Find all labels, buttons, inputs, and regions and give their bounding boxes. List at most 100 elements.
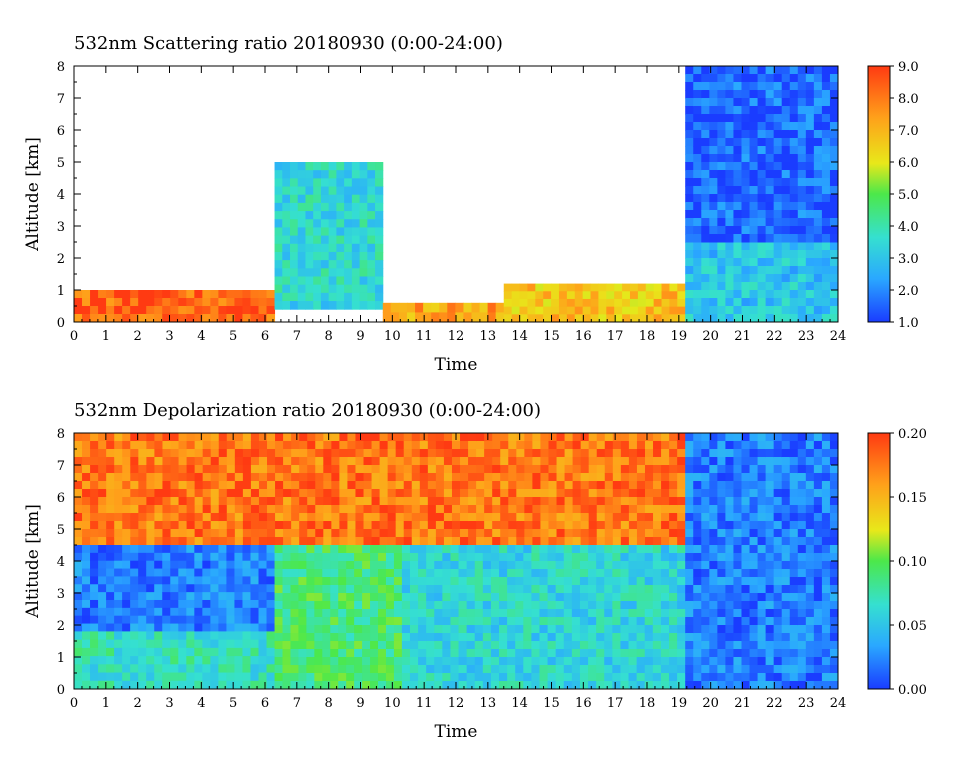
heatmap-cell: [460, 497, 469, 506]
heatmap-cell: [789, 465, 799, 474]
heatmap-cell: [636, 673, 646, 682]
heatmap-cell: [450, 673, 460, 682]
heatmap-cell: [669, 673, 678, 682]
heatmap-cell: [628, 617, 638, 626]
heatmap-cell: [701, 226, 710, 235]
heatmap-cell: [661, 497, 670, 506]
heatmap-cell: [516, 537, 525, 546]
heatmap-cell: [274, 609, 284, 618]
heatmap-cell: [226, 592, 235, 601]
heatmap-cell: [434, 577, 443, 586]
heatmap-cell: [330, 609, 339, 618]
heatmap-cell: [717, 82, 726, 91]
heatmap-cell: [564, 473, 574, 482]
heatmap-cell: [418, 681, 427, 689]
heatmap-cell: [426, 569, 435, 578]
heatmap-cell: [267, 529, 276, 538]
heatmap-cell: [701, 170, 710, 179]
heatmap-cell: [797, 234, 807, 243]
heatmap-cell: [359, 194, 368, 204]
heatmap-cell: [401, 641, 411, 650]
heatmap-cell: [258, 314, 268, 322]
heatmap-cell: [519, 283, 528, 292]
heatmap-cell: [458, 569, 468, 578]
heatmap-cell: [282, 170, 291, 179]
heatmap-cell: [604, 665, 613, 674]
heatmap-cell: [685, 537, 694, 546]
heatmap-cell: [717, 505, 726, 514]
heatmap-cell: [194, 552, 203, 562]
heatmap-cell: [98, 623, 107, 632]
heatmap-cell: [733, 433, 742, 442]
heatmap-cell: [653, 521, 662, 530]
heatmap-cell: [258, 473, 268, 482]
heatmap-cell: [749, 306, 759, 315]
heatmap-cell: [122, 298, 131, 307]
heatmap-cell: [781, 649, 791, 658]
heatmap-cell: [539, 673, 549, 682]
heatmap-cell: [596, 569, 605, 578]
heatmap-cell: [749, 290, 759, 299]
heatmap-cell: [813, 497, 823, 506]
heatmap-cell: [344, 268, 353, 277]
heatmap-cell: [98, 521, 107, 530]
heatmap-cell: [282, 561, 291, 570]
heatmap-cell: [320, 243, 330, 253]
heatmap-cell: [606, 306, 615, 315]
heatmap-cell: [313, 268, 322, 277]
y-tick-label: 2: [57, 619, 65, 634]
heatmap-cell: [434, 569, 443, 578]
heatmap-cell: [355, 513, 365, 522]
heatmap-cell: [202, 623, 211, 632]
heatmap-cell: [106, 647, 115, 657]
heatmap-cell: [543, 314, 552, 322]
heatmap-cell: [636, 537, 646, 546]
heatmap-cell: [516, 449, 525, 458]
heatmap-cell: [669, 298, 678, 308]
heatmap-cell: [829, 673, 838, 682]
heatmap-cell: [90, 584, 99, 593]
heatmap-cell: [579, 633, 589, 642]
heatmap-cell: [636, 665, 646, 674]
heatmap-cell: [154, 599, 163, 609]
heatmap-cell: [733, 306, 742, 315]
heatmap-cell: [507, 585, 516, 594]
heatmap-cell: [484, 481, 493, 490]
heatmap-cell: [563, 545, 573, 554]
heatmap-cell: [821, 82, 831, 91]
heatmap-cell: [186, 623, 195, 632]
x-tick-label: 24: [830, 696, 847, 711]
heatmap-cell: [821, 513, 831, 522]
heatmap-cell: [90, 537, 99, 546]
heatmap-cell: [701, 513, 710, 522]
heatmap-cell: [226, 529, 236, 538]
heatmap-cell: [660, 617, 670, 626]
heatmap-cell: [250, 552, 259, 562]
heatmap-cell: [717, 657, 726, 666]
heatmap-cell: [523, 577, 532, 586]
heatmap-cell: [351, 194, 361, 204]
heatmap-cell: [693, 657, 702, 666]
heatmap-cell: [202, 521, 212, 530]
heatmap-cell: [114, 584, 123, 593]
heatmap-cell: [555, 633, 565, 642]
heatmap-cell: [628, 545, 638, 554]
heatmap-cell: [829, 585, 838, 594]
heatmap-cell: [765, 114, 775, 123]
colorbar: [867, 65, 891, 323]
heatmap-cell: [765, 250, 775, 259]
heatmap-cell: [757, 226, 767, 235]
heatmap-cell: [344, 243, 353, 253]
heatmap-cell: [797, 561, 807, 570]
heatmap-cell: [242, 290, 251, 299]
heatmap-cell: [523, 633, 532, 642]
heatmap-cell: [443, 473, 453, 482]
heatmap-cell: [266, 631, 276, 641]
heatmap-cell: [644, 545, 654, 554]
heatmap-cell: [313, 186, 322, 196]
heatmap-cell: [194, 584, 203, 593]
heatmap-cell: [685, 98, 694, 107]
heatmap-cell: [344, 235, 353, 245]
heatmap-cell: [620, 649, 630, 658]
heatmap-cell: [773, 82, 783, 91]
